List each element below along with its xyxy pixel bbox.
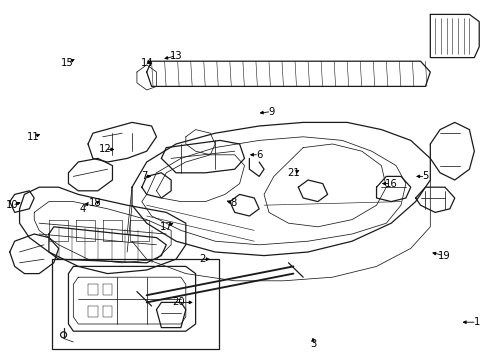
Text: 16: 16	[384, 179, 397, 189]
Text: 14: 14	[140, 58, 153, 68]
Text: 6: 6	[255, 150, 262, 160]
Text: 3: 3	[309, 339, 315, 349]
Text: 20: 20	[172, 297, 184, 307]
Text: 11: 11	[27, 132, 40, 142]
Text: 8: 8	[230, 198, 236, 208]
Text: 9: 9	[267, 107, 274, 117]
Text: 2: 2	[199, 254, 206, 264]
Text: 18: 18	[89, 198, 102, 208]
Text: 21: 21	[286, 168, 299, 178]
Text: 5: 5	[421, 171, 428, 181]
Text: 17: 17	[160, 222, 172, 232]
Text: 10: 10	[6, 200, 19, 210]
Text: 13: 13	[169, 51, 182, 61]
Text: 1: 1	[472, 317, 479, 327]
Text: 19: 19	[437, 251, 449, 261]
Bar	[52, 259, 218, 349]
Text: 12: 12	[99, 144, 111, 154]
Text: 4: 4	[80, 204, 86, 214]
Text: 7: 7	[141, 171, 147, 181]
Text: 15: 15	[61, 58, 74, 68]
